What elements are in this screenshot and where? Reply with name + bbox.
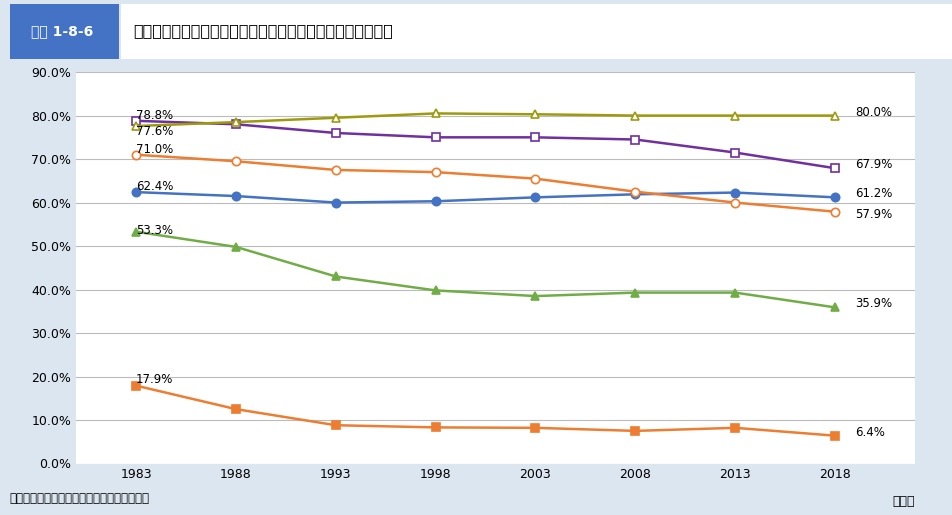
60歳以上 xyxy=(130,123,142,129)
Text: 57.9%: 57.9% xyxy=(854,208,891,221)
30歳未満 xyxy=(629,428,641,434)
Text: 35.9%: 35.9% xyxy=(854,297,891,311)
Text: （年）: （年） xyxy=(891,495,914,508)
30〜39歳 xyxy=(130,229,142,235)
30歳未満 xyxy=(130,383,142,389)
60歳以上 xyxy=(429,110,441,116)
30〜39歳 xyxy=(329,273,341,280)
30〜39歳 xyxy=(629,289,641,296)
30〜39歳 xyxy=(230,244,242,250)
Text: 持家世帯比率の推移　（家計を主に支える者の年齢階級別）: 持家世帯比率の推移 （家計を主に支える者の年齢階級別） xyxy=(133,23,393,39)
50〜59歳 xyxy=(828,165,840,171)
30〜39歳 xyxy=(828,304,840,311)
40〜49歳 xyxy=(329,167,341,173)
60歳以上 xyxy=(828,112,840,118)
30〜39歳 xyxy=(429,287,441,294)
50〜59歳 xyxy=(429,134,441,141)
Bar xyxy=(121,4,952,59)
全体 xyxy=(728,190,740,196)
40〜49歳 xyxy=(629,188,641,195)
Text: 71.0%: 71.0% xyxy=(136,143,173,156)
Text: 77.6%: 77.6% xyxy=(136,125,173,138)
30歳未満 xyxy=(728,425,740,431)
Line: 40〜49歳: 40〜49歳 xyxy=(131,150,839,216)
60歳以上 xyxy=(529,111,541,117)
30歳未満 xyxy=(230,406,242,412)
40〜49歳 xyxy=(429,169,441,175)
30歳未満 xyxy=(429,424,441,431)
全体 xyxy=(529,194,541,200)
Text: 78.8%: 78.8% xyxy=(136,109,173,122)
Bar xyxy=(10,4,119,59)
40〜49歳 xyxy=(828,209,840,215)
30歳未満 xyxy=(828,433,840,439)
Line: 30〜39歳: 30〜39歳 xyxy=(131,228,839,312)
40〜49歳 xyxy=(230,158,242,164)
30〜39歳 xyxy=(728,289,740,296)
Text: 6.4%: 6.4% xyxy=(854,426,883,439)
全体 xyxy=(230,193,242,199)
全体 xyxy=(130,189,142,195)
Line: 50〜59歳: 50〜59歳 xyxy=(131,116,839,173)
Text: 資料：総務省統計局「住宅・土地統計調査」: 資料：総務省統計局「住宅・土地統計調査」 xyxy=(10,492,149,505)
Text: 62.4%: 62.4% xyxy=(136,180,173,193)
Line: 全体: 全体 xyxy=(131,188,839,207)
Line: 60歳以上: 60歳以上 xyxy=(131,109,839,130)
全体 xyxy=(329,199,341,205)
Text: 67.9%: 67.9% xyxy=(854,158,891,171)
50〜59歳 xyxy=(230,121,242,127)
40〜49歳 xyxy=(529,176,541,182)
50〜59歳 xyxy=(130,118,142,124)
40〜49歳 xyxy=(130,151,142,158)
全体 xyxy=(629,191,641,197)
30歳未満 xyxy=(529,425,541,431)
50〜59歳 xyxy=(329,130,341,136)
50〜59歳 xyxy=(529,134,541,141)
Text: 61.2%: 61.2% xyxy=(854,187,891,200)
Text: 図表 1-8-6: 図表 1-8-6 xyxy=(30,24,93,38)
全体 xyxy=(828,194,840,200)
Text: 80.0%: 80.0% xyxy=(854,106,891,118)
全体 xyxy=(429,198,441,204)
50〜59歳 xyxy=(629,136,641,143)
60歳以上 xyxy=(230,119,242,125)
30〜39歳 xyxy=(529,293,541,299)
Line: 30歳未満: 30歳未満 xyxy=(131,382,839,440)
60歳以上 xyxy=(629,112,641,118)
60歳以上 xyxy=(329,115,341,121)
Text: 17.9%: 17.9% xyxy=(136,373,173,386)
50〜59歳 xyxy=(728,149,740,156)
Text: 53.3%: 53.3% xyxy=(136,224,173,237)
40〜49歳 xyxy=(728,199,740,205)
30歳未満 xyxy=(329,422,341,428)
60歳以上 xyxy=(728,112,740,118)
